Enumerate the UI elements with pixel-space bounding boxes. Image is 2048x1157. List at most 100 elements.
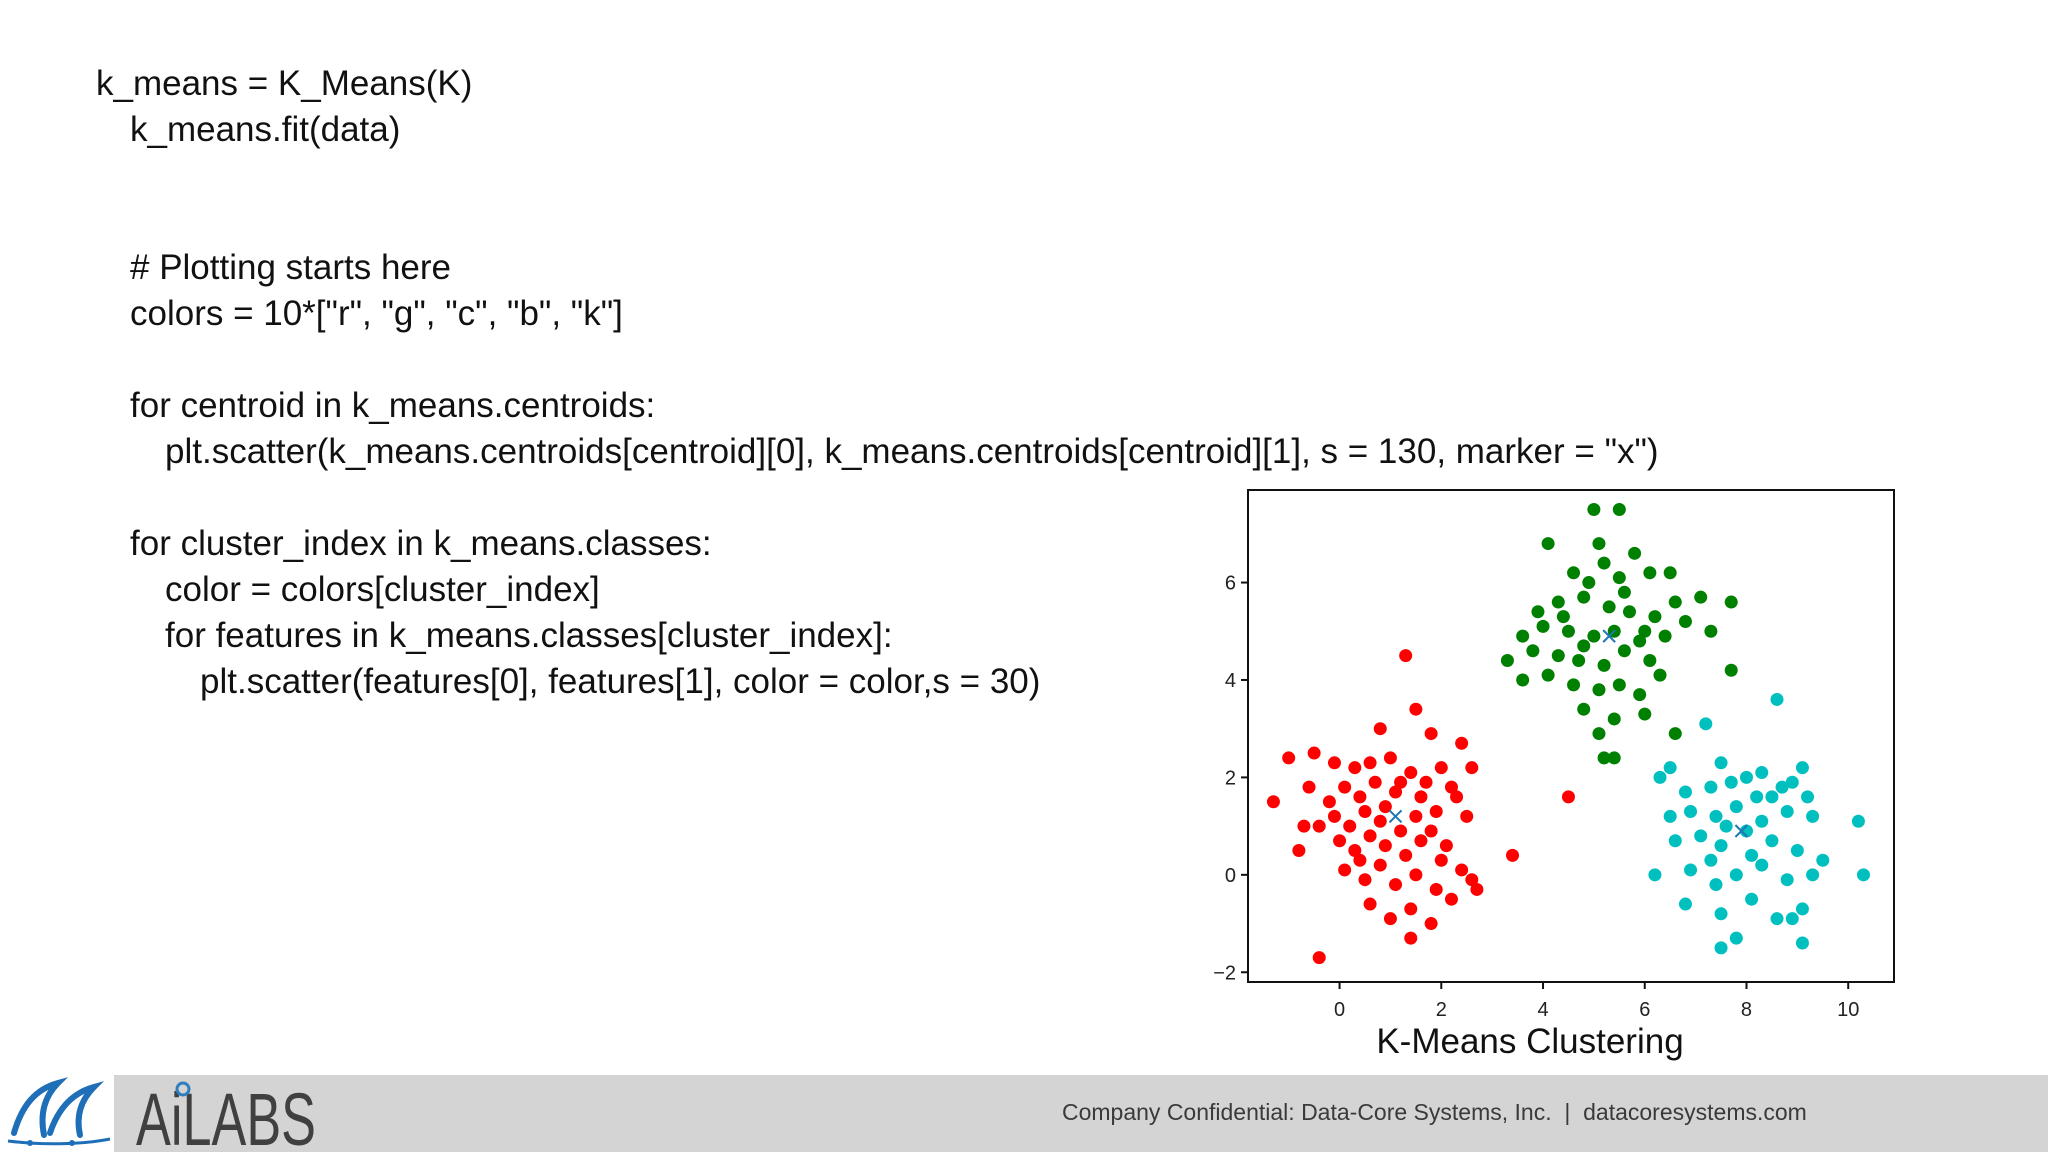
scatter-point-red (1363, 756, 1377, 770)
scatter-point-cyan (1755, 814, 1769, 828)
scatter-point-cyan (1714, 907, 1728, 921)
scatter-point-red (1378, 839, 1392, 853)
scatter-point-cyan (1785, 912, 1799, 926)
scatter-point-green (1551, 649, 1565, 663)
scatter-point-cyan (1770, 912, 1784, 926)
scatter-point-red (1561, 790, 1575, 804)
code-line: color = colors[cluster_index] (165, 570, 600, 609)
scatter-point-green (1556, 610, 1570, 624)
scatter-point-green (1551, 595, 1565, 609)
scatter-point-red (1383, 751, 1397, 765)
scatter-point-red (1434, 761, 1448, 775)
scatter-point-green (1577, 590, 1591, 604)
scatter-point-cyan (1801, 790, 1815, 804)
scatter-point-green (1668, 727, 1682, 741)
scatter-point-green (1653, 668, 1667, 682)
scatter-point-cyan (1816, 853, 1830, 867)
scatter-point-green (1694, 590, 1708, 604)
scatter-point-green (1622, 605, 1636, 619)
code-block: k_means = K_Means(K) k_means.fit(data) #… (96, 64, 1659, 701)
scatter-point-red (1439, 839, 1453, 853)
plot-frame (1247, 489, 1895, 983)
scatter-point-red (1419, 775, 1433, 789)
scatter-point-green (1561, 624, 1575, 638)
y-tick-label: 2 (1225, 767, 1236, 789)
scatter-point-red (1404, 902, 1418, 916)
scatter-point-cyan (1775, 780, 1789, 794)
scatter-point-red (1444, 892, 1458, 906)
scatter-point-red (1353, 853, 1367, 867)
scatter-point-red (1378, 800, 1392, 814)
scatter-point-cyan (1729, 800, 1743, 814)
scatter-point-cyan (1678, 785, 1692, 799)
code-line: plt.scatter(k_means.centroids[centroid][… (165, 432, 1659, 471)
scatter-point-red (1312, 951, 1326, 965)
scatter-point-cyan (1780, 805, 1794, 819)
scatter-point-green (1541, 668, 1555, 682)
svg-text:AiLABS: AiLABS (136, 1079, 316, 1151)
scatter-point-cyan (1694, 829, 1708, 843)
scatter-point-green (1592, 683, 1606, 697)
scatter-point-red (1307, 746, 1321, 760)
datacore-logo (0, 1075, 114, 1152)
code-line: for cluster_index in k_means.classes: (130, 524, 712, 563)
y-tick-label: −2 (1213, 962, 1236, 984)
scatter-point-green (1577, 639, 1591, 653)
scatter-point-green (1638, 707, 1652, 721)
scatter-point-red (1470, 882, 1484, 896)
x-tick-label: 8 (1741, 999, 1752, 1020)
plot-axes-layer: 0 2 4 6 8 10 6 4 2 0 −2 (1213, 573, 1859, 1020)
x-tick-label: 10 (1837, 999, 1859, 1020)
scatter-point-red (1409, 868, 1423, 882)
scatter-point-red (1455, 863, 1469, 877)
scatter-point-red (1434, 853, 1448, 867)
scatter-point-green (1643, 653, 1657, 667)
code-line: plt.scatter(features[0], features[1], co… (200, 662, 1041, 701)
scatter-point-cyan (1851, 814, 1865, 828)
scatter-point-cyan (1790, 843, 1804, 857)
scatter-point-green (1668, 595, 1682, 609)
scatter-point-red (1460, 809, 1474, 823)
scatter-point-red (1429, 805, 1443, 819)
scatter-point-cyan (1795, 902, 1809, 916)
ailabs-logo-mark: AiLABS (136, 1078, 316, 1157)
scatter-point-green (1597, 658, 1611, 672)
scatter-point-red (1383, 912, 1397, 926)
scatter-point-cyan (1750, 790, 1764, 804)
scatter-point-cyan (1770, 692, 1784, 706)
scatter-point-cyan (1785, 775, 1799, 789)
code-line: for centroid in k_means.centroids: (130, 386, 656, 425)
scatter-point-red (1424, 917, 1438, 931)
scatter-point-green (1724, 595, 1738, 609)
scatter-point-green (1602, 600, 1616, 614)
scatter-point-green (1567, 566, 1581, 580)
scatter-point-green (1500, 653, 1514, 667)
scatter-point-green (1597, 751, 1611, 765)
datacore-logo-icon (7, 1077, 111, 1146)
scatter-point-red (1429, 882, 1443, 896)
scatter-point-red (1399, 848, 1413, 862)
scatter-point-red (1343, 819, 1357, 833)
x-tick-label: 4 (1537, 999, 1548, 1020)
scatter-point-red (1327, 809, 1341, 823)
code-line: k_means.fit(data) (130, 110, 401, 149)
scatter-point-red (1266, 795, 1280, 809)
scatter-point-red (1358, 805, 1372, 819)
scatter-point-green (1648, 610, 1662, 624)
scatter-point-red (1389, 785, 1403, 799)
scatter-point-cyan (1709, 809, 1723, 823)
scatter-point-cyan (1663, 809, 1677, 823)
scatter-point-red (1333, 834, 1347, 848)
scatter-point-red (1348, 761, 1362, 775)
centroid-marker (1388, 809, 1403, 824)
scatter-point-cyan (1729, 931, 1743, 945)
scatter-point-cyan (1684, 805, 1698, 819)
scatter-point-green (1704, 624, 1718, 638)
scatter-point-green (1587, 502, 1601, 516)
scatter-point-red (1394, 775, 1408, 789)
scatter-point-green (1516, 629, 1530, 643)
centroid-marker (1734, 824, 1749, 838)
scatter-point-red (1373, 858, 1387, 872)
scatter-point-cyan (1739, 770, 1753, 784)
